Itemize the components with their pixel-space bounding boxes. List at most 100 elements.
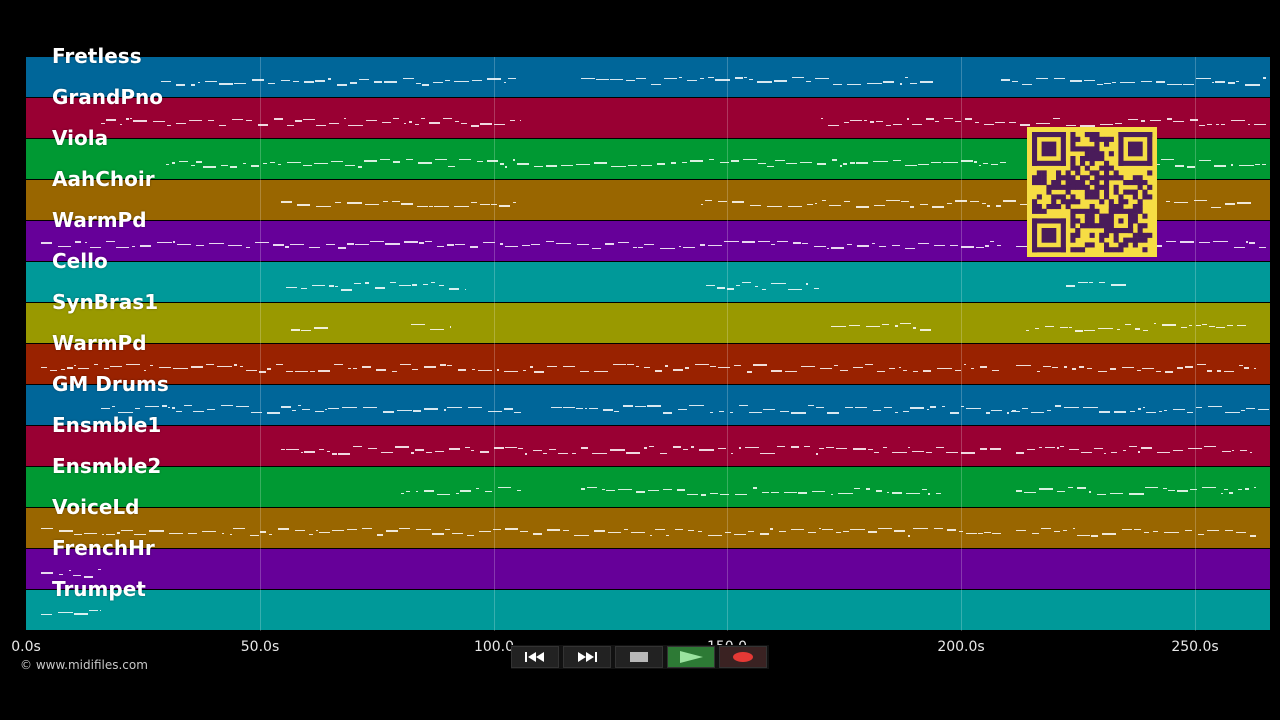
midi-note	[1077, 487, 1086, 489]
midi-note	[134, 534, 146, 535]
track-lane[interactable]	[26, 303, 1270, 344]
lane-separator	[26, 302, 1270, 303]
record-button[interactable]	[719, 646, 767, 668]
midi-note	[1162, 324, 1176, 326]
track-lane[interactable]	[26, 426, 1270, 467]
track-lane[interactable]	[26, 549, 1270, 590]
midi-note	[472, 369, 475, 370]
play-icon	[680, 651, 703, 663]
track-lane[interactable]	[26, 590, 1270, 631]
track-label: SynBras1	[52, 290, 159, 314]
midi-note	[325, 409, 327, 410]
midi-note	[1111, 284, 1126, 286]
midi-note	[276, 364, 283, 365]
qr-code-image	[1032, 132, 1153, 253]
midi-note	[762, 492, 769, 493]
midi-note	[742, 282, 751, 283]
midi-note	[1157, 452, 1170, 453]
midi-note	[724, 241, 739, 242]
midi-note	[814, 246, 826, 247]
midi-note	[447, 365, 452, 366]
midi-note	[736, 285, 740, 286]
midi-note	[1099, 282, 1105, 283]
midi-note	[1211, 207, 1221, 208]
midi-note	[660, 248, 675, 249]
midi-note	[380, 159, 390, 160]
midi-note	[435, 451, 444, 452]
midi-note	[513, 159, 515, 161]
track-label: VoiceLd	[52, 495, 140, 519]
midi-note	[1227, 325, 1233, 326]
midi-note	[1122, 529, 1132, 530]
midi-note	[1036, 78, 1048, 79]
midi-note	[1207, 370, 1212, 372]
midi-note	[701, 204, 703, 205]
stop-button[interactable]	[615, 646, 663, 668]
midi-note	[984, 532, 991, 533]
midi-note	[1047, 410, 1051, 411]
midi-note	[1102, 533, 1116, 535]
midi-note	[1183, 84, 1194, 85]
midi-note	[58, 246, 71, 247]
midi-note	[966, 533, 977, 534]
midi-note	[59, 530, 73, 532]
midi-note	[1054, 78, 1065, 79]
midi-note	[775, 160, 785, 161]
midi-note	[505, 246, 518, 247]
midi-note	[1064, 407, 1079, 408]
midi-note	[452, 533, 463, 534]
midi-note	[1204, 446, 1216, 447]
midi-note	[222, 533, 224, 534]
midi-note	[494, 447, 504, 449]
midi-note	[1091, 535, 1098, 537]
play-button[interactable]	[667, 646, 715, 668]
midi-note	[1180, 241, 1194, 243]
fast-forward-icon	[578, 652, 597, 662]
midi-note	[689, 405, 704, 406]
midi-note	[1212, 82, 1214, 83]
rewind-button[interactable]	[511, 646, 559, 668]
midi-note	[817, 163, 826, 165]
midi-note	[221, 405, 233, 406]
midi-note	[1142, 368, 1154, 369]
midi-note	[931, 162, 941, 163]
midi-note	[278, 164, 281, 165]
midi-note	[679, 246, 681, 247]
midi-note	[843, 163, 847, 165]
midi-note	[498, 487, 511, 488]
midi-note	[530, 366, 533, 368]
midi-note	[365, 282, 369, 284]
midi-note	[1161, 159, 1174, 160]
midi-note	[1141, 120, 1145, 122]
midi-note	[1196, 325, 1201, 326]
fast-forward-button[interactable]	[563, 646, 611, 668]
midi-note	[592, 248, 601, 249]
track-lane[interactable]	[26, 262, 1270, 303]
midi-note	[522, 245, 530, 246]
track-lane[interactable]	[26, 57, 1270, 98]
midi-note	[1173, 121, 1184, 122]
midi-note	[700, 244, 705, 246]
midi-note	[426, 452, 432, 453]
midi-note	[301, 452, 303, 453]
midi-note	[934, 245, 945, 246]
track-lane[interactable]	[26, 344, 1270, 385]
midi-note	[454, 81, 469, 82]
track-lane[interactable]	[26, 467, 1270, 508]
midi-note	[594, 162, 607, 164]
midi-note	[1125, 324, 1131, 325]
midi-note	[812, 491, 825, 492]
midi-note	[873, 410, 881, 411]
midi-note	[727, 288, 734, 290]
midi-note	[655, 370, 662, 372]
midi-note	[513, 202, 516, 203]
midi-note	[1166, 241, 1176, 242]
midi-note	[1026, 330, 1029, 331]
track-lane[interactable]	[26, 508, 1270, 549]
midi-note	[1100, 124, 1113, 125]
midi-note	[415, 124, 419, 125]
lane-separator	[26, 589, 1270, 590]
midi-note	[749, 79, 753, 80]
midi-note	[514, 412, 521, 413]
midi-note	[546, 165, 557, 167]
